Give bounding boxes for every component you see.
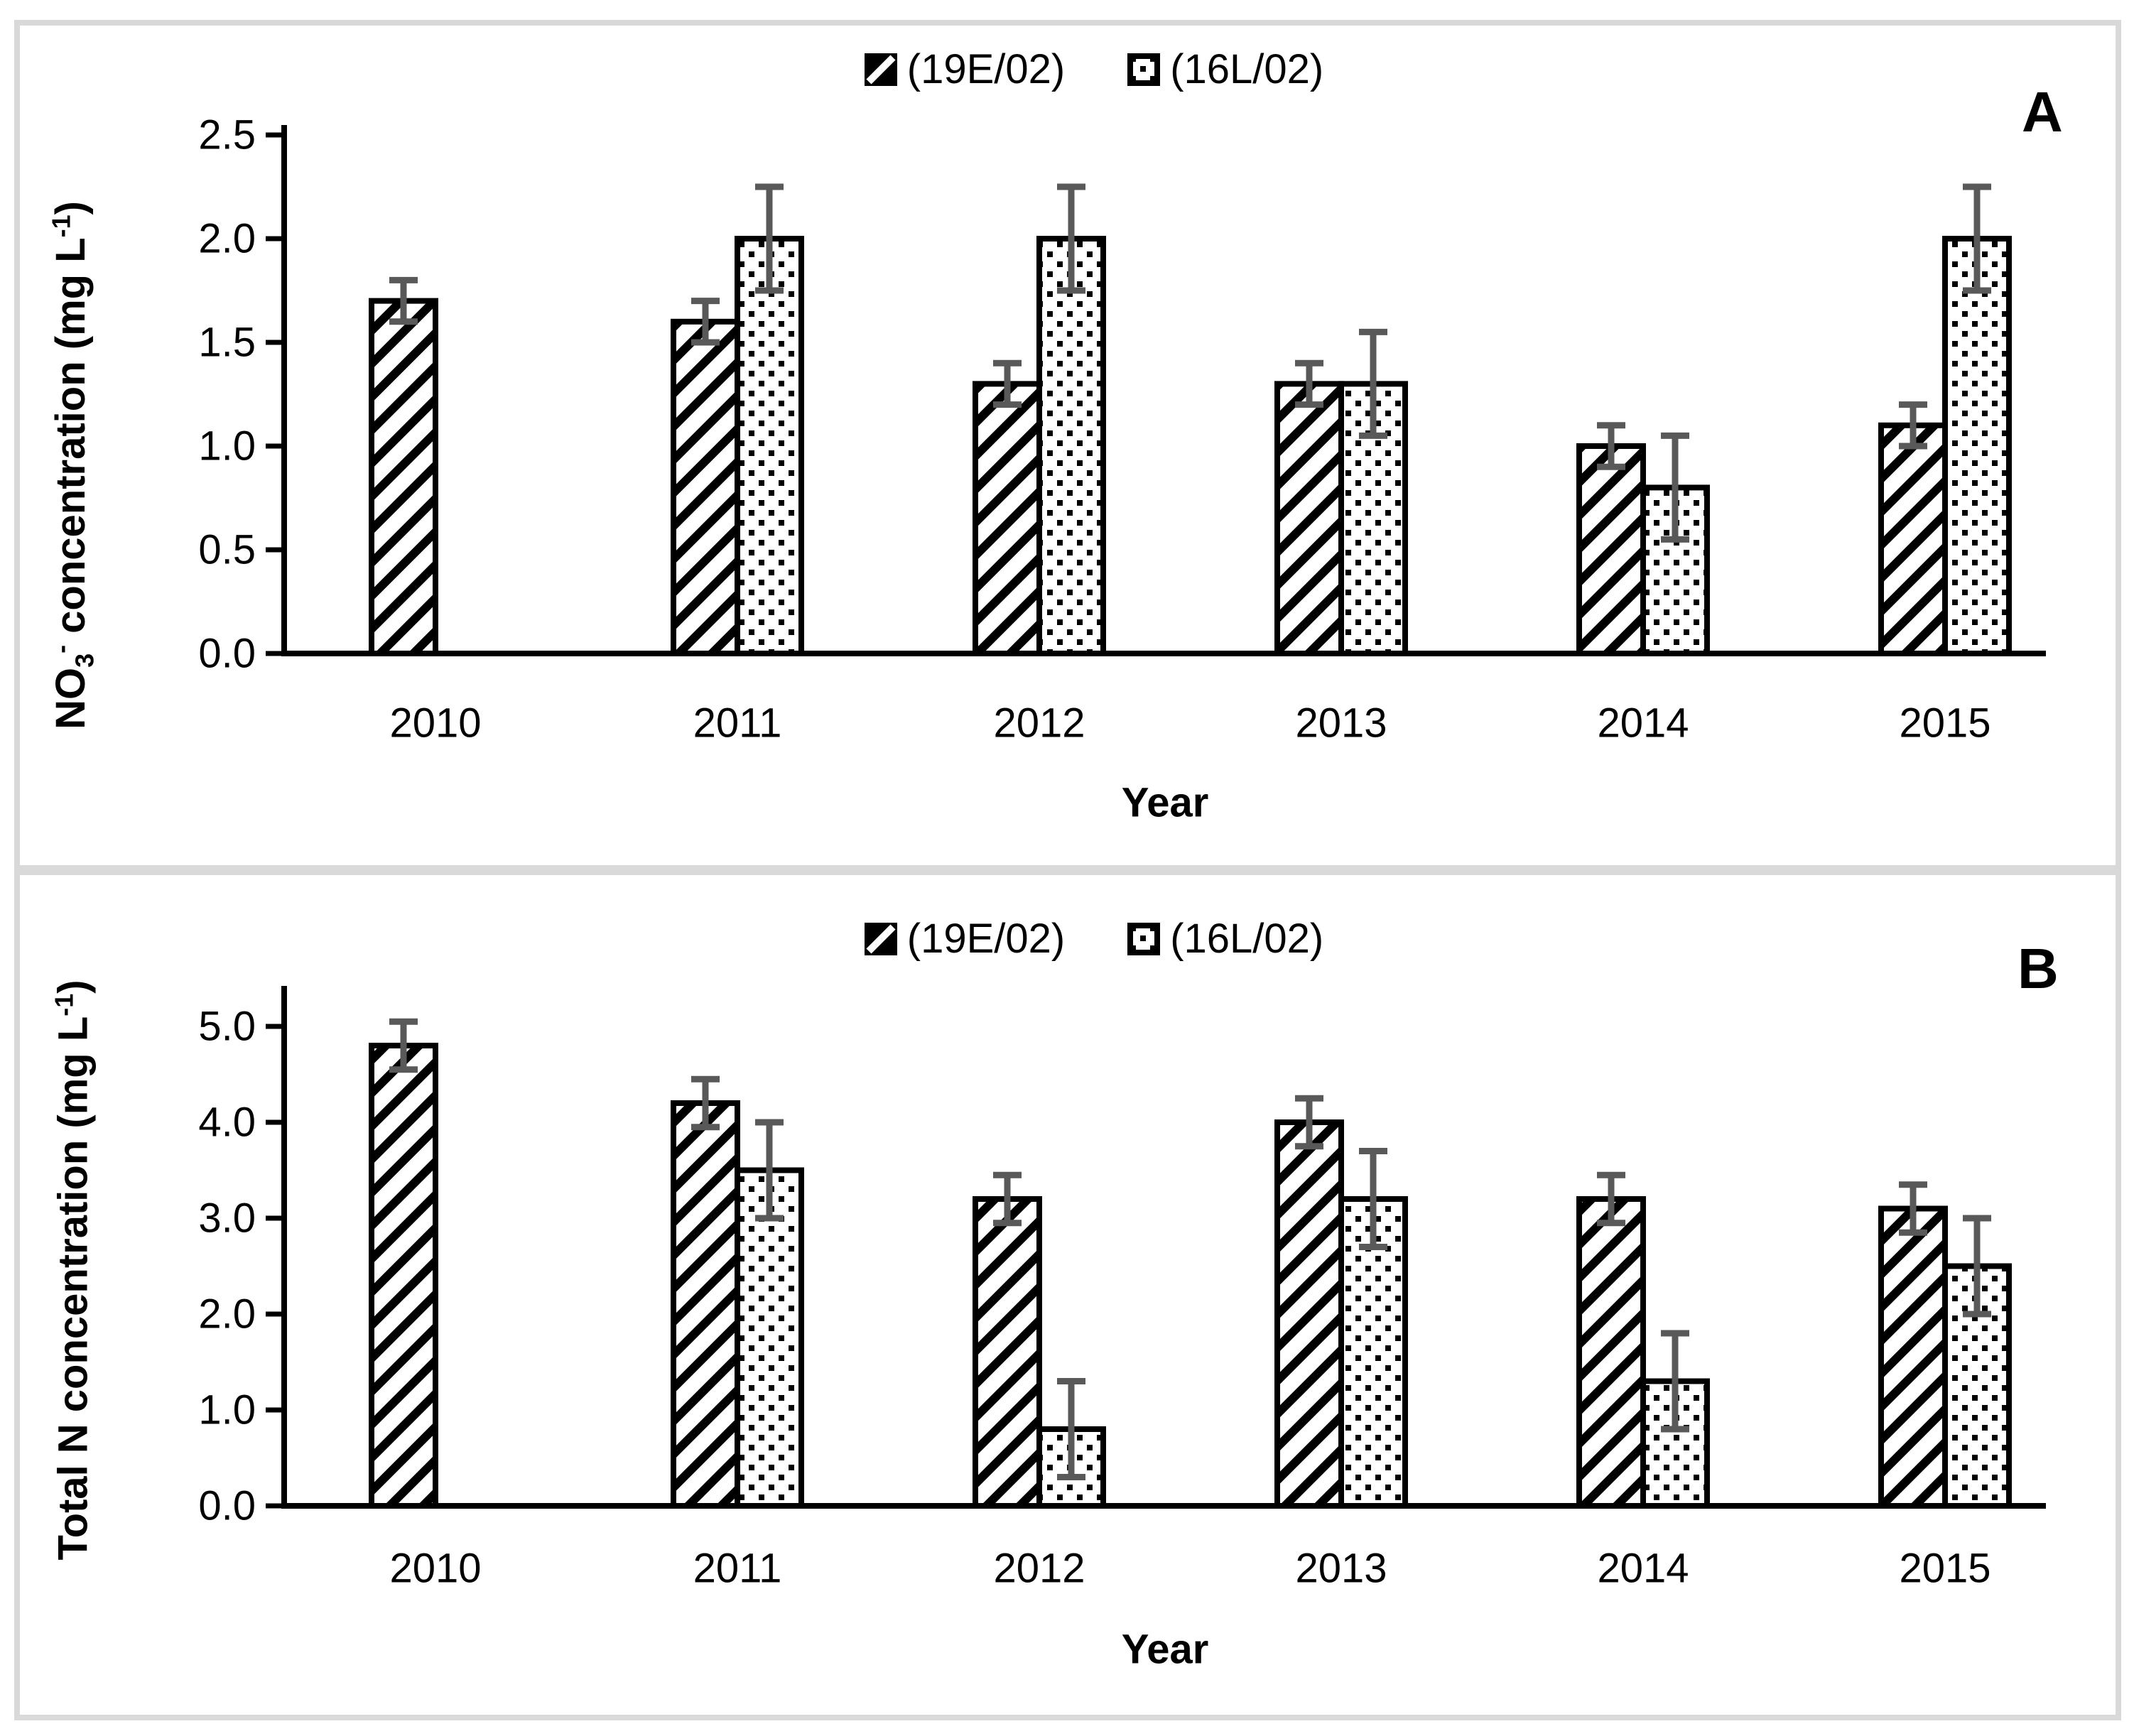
error-bar-2014-series1 (1661, 432, 1689, 543)
y-axis-title-b: Total N concentration (mg L-1) (49, 980, 97, 1560)
x-category-label: 2014 (1597, 700, 1689, 747)
x-category-label: 2015 (1899, 700, 1991, 747)
ylabel-text: ) (50, 980, 97, 994)
y-tick-label: 2.5 (198, 112, 256, 158)
x-category-label: 2015 (1899, 1546, 1991, 1592)
x-category-label: 2013 (1295, 700, 1387, 747)
error-bar-2013-series1 (1359, 328, 1387, 439)
legend-label: (19E/02) (906, 916, 1066, 962)
error-bar-2010-series0 (389, 276, 418, 325)
error-bar-2012-series0 (993, 1171, 1022, 1227)
y-tick-label: 0.5 (198, 527, 256, 573)
x-category-label: 2010 (389, 1546, 481, 1592)
bar-2013-series1 (1338, 1196, 1408, 1509)
bar-2012-series1 (1036, 236, 1106, 656)
x-category-label: 2013 (1295, 1546, 1387, 1592)
bar-2013-series0 (1274, 1119, 1344, 1509)
dotted-swatch-icon (1127, 922, 1161, 955)
error-bar-2011-series0 (691, 298, 720, 346)
x-category-label: 2014 (1597, 1546, 1689, 1592)
ylabel-subscript: 3 (70, 653, 99, 668)
error-bar-2011-series1 (755, 183, 784, 294)
error-bar-2014-series0 (1597, 422, 1625, 470)
error-bar-2012-series0 (993, 359, 1022, 408)
legend-item-19e02: (19E/02) (864, 915, 1066, 962)
x-category-label: 2011 (693, 700, 782, 747)
error-bar-2015-series0 (1899, 401, 1927, 450)
y-tick-label: 1.0 (198, 1387, 256, 1433)
error-bar-2015-series1 (1963, 183, 1991, 294)
panel-label-b: B (2017, 937, 2059, 1000)
y-tick-label: 3.0 (198, 1195, 256, 1242)
error-bar-2014-series0 (1597, 1171, 1625, 1227)
y-axis-title-a: NO3- concentration (mg L-1) (47, 201, 100, 729)
error-bar-2013-series1 (1359, 1148, 1387, 1250)
error-bar-2012-series1 (1057, 1378, 1085, 1480)
diagonal-hatch-swatch-icon (864, 53, 897, 86)
legend-item-19e02: (19E/02) (864, 45, 1066, 93)
error-bar-2011-series0 (691, 1075, 720, 1131)
error-bar-2015-series0 (1899, 1181, 1927, 1236)
error-bar-2010-series0 (389, 1018, 418, 1073)
bar-2011-series0 (671, 1100, 740, 1509)
y-tick-label: 4.0 (198, 1100, 256, 1146)
y-tick-label: 1.5 (198, 320, 256, 366)
x-category-label: 2012 (993, 1546, 1085, 1592)
diagonal-hatch-swatch-icon (864, 922, 897, 955)
ylabel-text: Total N concentration (mg L (50, 1016, 97, 1561)
ylabel-superscript: -1 (49, 993, 79, 1016)
y-tick-label: 0.0 (198, 1483, 256, 1529)
y-tick-label: 0.0 (198, 631, 256, 677)
ylabel-superscript: -1 (46, 215, 76, 238)
ylabel-superscript: - (46, 644, 76, 653)
legend-item-16l02: (16L/02) (1127, 45, 1323, 93)
panel-a-plot: 0.0 0.5 1.0 1.5 2.0 2.5 2010 2011 2012 2013 2014 20… (198, 112, 2046, 826)
error-bar-2013-series0 (1295, 359, 1323, 408)
panel-divider (14, 865, 2121, 875)
panel-b-plot: 0.0 1.0 2.0 3.0 4.0 5.0 2010 2011 2012 2013 2014 20… (198, 986, 2046, 1673)
dotted-swatch-icon (1127, 53, 1161, 86)
x-category-label: 2012 (993, 700, 1085, 747)
legend-item-16l02: (16L/02) (1127, 915, 1323, 962)
x-axis-title: Year (1122, 1627, 1209, 1673)
error-bar-2015-series1 (1963, 1215, 1991, 1318)
x-category-label: 2011 (693, 1546, 782, 1592)
ylabel-text: NO (47, 667, 94, 729)
error-bar-2012-series1 (1057, 183, 1085, 294)
error-bar-2013-series0 (1295, 1095, 1323, 1150)
panel-label-a: A (2022, 80, 2063, 143)
ylabel-text: ) (47, 201, 94, 215)
y-tick-label: 1.0 (198, 423, 256, 470)
ylabel-text: concentration (mg L (47, 237, 94, 645)
x-axis-title: Year (1122, 780, 1209, 826)
y-tick-label: 2.0 (198, 1291, 256, 1338)
error-bar-2014-series1 (1661, 1330, 1689, 1433)
legend-label: (16L/02) (1170, 46, 1324, 92)
legend-panel-a: (19E/02) (16L/02) (284, 45, 1904, 93)
y-tick-label: 5.0 (198, 1004, 256, 1050)
legend-panel-b: (19E/02) (16L/02) (284, 915, 1904, 962)
x-category-label: 2010 (389, 700, 481, 747)
error-bar-2011-series1 (755, 1119, 784, 1222)
legend-label: (16L/02) (1170, 916, 1324, 962)
y-tick-label: 2.0 (198, 216, 256, 262)
legend-label: (19E/02) (906, 46, 1066, 92)
